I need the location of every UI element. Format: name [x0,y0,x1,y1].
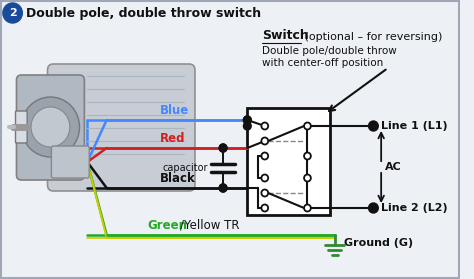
Text: Blue: Blue [160,104,189,117]
Circle shape [304,122,311,129]
Circle shape [244,116,251,124]
Text: Green: Green [147,219,187,232]
Circle shape [369,203,378,213]
Text: AC: AC [385,162,402,172]
Bar [247,108,330,215]
FancyBboxPatch shape [51,146,89,178]
Text: with center-off position: with center-off position [262,58,383,68]
Text: 2: 2 [9,8,17,18]
FancyBboxPatch shape [1,1,459,278]
Circle shape [261,205,268,211]
Circle shape [219,144,227,152]
Circle shape [21,97,80,157]
Circle shape [3,3,22,23]
Text: /Yellow TR: /Yellow TR [181,219,240,232]
Circle shape [261,122,268,129]
Circle shape [304,174,311,182]
Circle shape [261,138,268,145]
Circle shape [261,174,268,182]
Circle shape [244,122,251,130]
FancyBboxPatch shape [17,75,84,180]
Circle shape [219,184,227,192]
Text: Ground (G): Ground (G) [344,238,413,248]
Circle shape [369,121,378,131]
FancyBboxPatch shape [16,111,27,143]
Text: Red: Red [160,132,185,145]
Circle shape [261,153,268,160]
Text: capacitor: capacitor [162,163,208,173]
Text: Double pole, double throw switch: Double pole, double throw switch [26,6,261,20]
Text: Line 2 (L2): Line 2 (L2) [381,203,448,213]
Circle shape [244,116,251,124]
FancyBboxPatch shape [47,64,195,191]
Circle shape [304,205,311,211]
Text: Line 1 (L1): Line 1 (L1) [381,121,448,131]
Text: (optional – for reversing): (optional – for reversing) [301,32,442,42]
Circle shape [219,144,227,152]
Circle shape [261,189,268,196]
Circle shape [219,184,227,192]
Text: Black: Black [160,172,196,185]
Text: Double pole/double throw: Double pole/double throw [262,46,397,56]
Circle shape [304,153,311,160]
Text: Switch: Switch [262,29,309,42]
Circle shape [31,107,70,147]
